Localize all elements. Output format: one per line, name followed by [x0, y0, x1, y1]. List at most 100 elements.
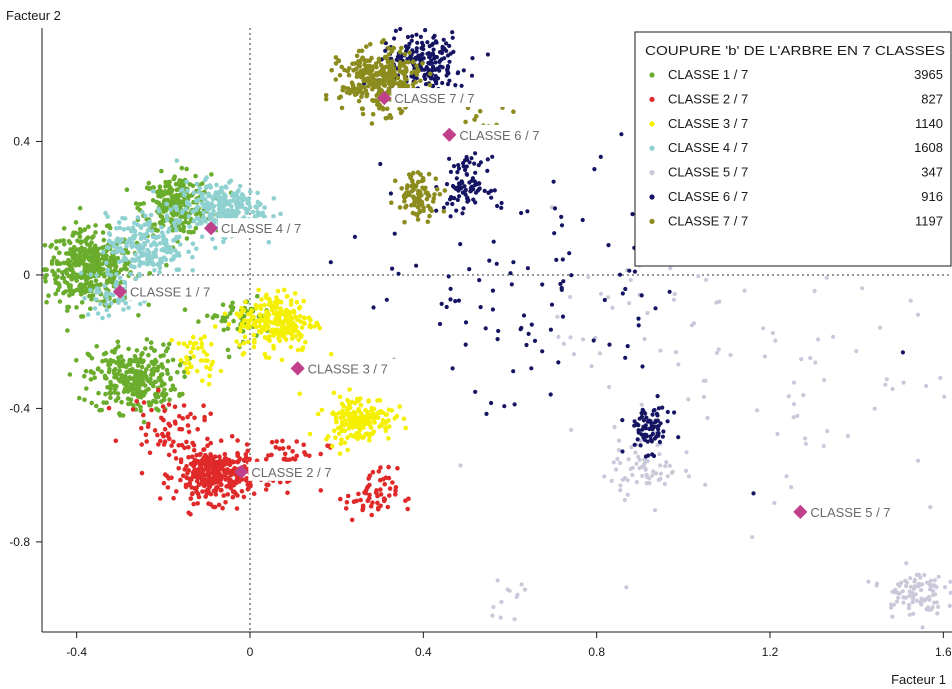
data-point [434, 81, 439, 86]
data-point [354, 434, 360, 439]
data-point [450, 35, 455, 40]
data-point [453, 83, 458, 88]
data-point [402, 52, 408, 57]
data-point [447, 78, 452, 83]
data-point [269, 452, 274, 458]
x-tick-label: 0.8 [588, 645, 605, 659]
data-point [297, 314, 303, 319]
data-point [234, 477, 240, 482]
data-point [82, 373, 87, 379]
data-point [648, 437, 653, 442]
data-point [108, 301, 114, 306]
data-point [220, 466, 225, 471]
data-point [237, 201, 243, 207]
data-point [301, 298, 307, 304]
data-point [389, 59, 395, 64]
data-point [169, 201, 175, 207]
data-point [183, 206, 189, 212]
data-point [364, 44, 369, 49]
data-point [162, 242, 168, 247]
data-point [640, 464, 645, 469]
data-point [643, 411, 648, 416]
data-point [150, 198, 156, 203]
data-point [655, 431, 660, 436]
data-point [147, 450, 153, 456]
data-point [163, 348, 169, 354]
data-point [640, 364, 645, 369]
data-point [152, 379, 157, 385]
data-point [184, 166, 189, 172]
data-point [199, 201, 205, 206]
data-point [427, 82, 433, 88]
centroid-label: CLASSE 6 / 7 [459, 128, 539, 143]
data-point [658, 348, 663, 353]
data-point [145, 238, 150, 244]
data-point [237, 328, 243, 334]
data-point [750, 535, 755, 540]
data-point [167, 397, 172, 403]
data-point [247, 204, 253, 210]
data-point [157, 184, 163, 189]
data-point [512, 617, 517, 622]
legend-box [634, 31, 952, 267]
data-point [623, 286, 628, 292]
data-point [197, 185, 203, 191]
data-point [665, 419, 670, 424]
data-point [369, 55, 374, 61]
data-point [350, 82, 356, 88]
data-point [456, 298, 461, 303]
data-point [665, 409, 670, 415]
data-point [277, 314, 282, 319]
data-point [333, 77, 339, 82]
data-point [230, 307, 235, 313]
data-point [393, 28, 398, 33]
data-point [194, 474, 200, 480]
data-point [262, 302, 267, 308]
data-point [352, 400, 358, 406]
data-point [333, 55, 339, 60]
data-point [54, 259, 60, 264]
data-point [211, 472, 217, 477]
data-point [652, 508, 658, 513]
data-point [113, 398, 119, 403]
data-point [567, 251, 572, 256]
data-point [775, 431, 780, 437]
centroid-label: CLASSE 2 / 7 [251, 465, 331, 480]
data-point [521, 313, 527, 318]
data-point [473, 190, 479, 195]
data-point [368, 425, 374, 430]
data-point [686, 397, 691, 402]
data-point [701, 378, 706, 383]
data-point [386, 59, 391, 65]
data-point [816, 337, 821, 342]
data-point [276, 333, 282, 339]
data-point [392, 178, 398, 184]
data-point [561, 279, 566, 284]
data-point [251, 491, 257, 497]
data-point [252, 340, 257, 345]
data-point [205, 313, 210, 319]
data-point [592, 167, 597, 172]
data-point [294, 439, 300, 444]
data-point [225, 326, 231, 331]
data-point [190, 268, 195, 273]
data-point [344, 500, 350, 505]
data-point [78, 292, 84, 297]
data-point [139, 470, 145, 476]
data-point [143, 388, 149, 394]
data-point [116, 344, 121, 349]
data-point [445, 82, 451, 87]
data-point [199, 341, 205, 346]
data-point [329, 444, 335, 449]
data-point [94, 344, 99, 349]
data-point [318, 488, 324, 493]
data-point [262, 205, 267, 210]
data-point [202, 216, 208, 221]
data-point [441, 37, 446, 42]
data-point [540, 349, 545, 354]
data-point [395, 466, 400, 471]
data-point [223, 201, 229, 207]
data-point [387, 113, 393, 118]
data-point [191, 463, 197, 469]
